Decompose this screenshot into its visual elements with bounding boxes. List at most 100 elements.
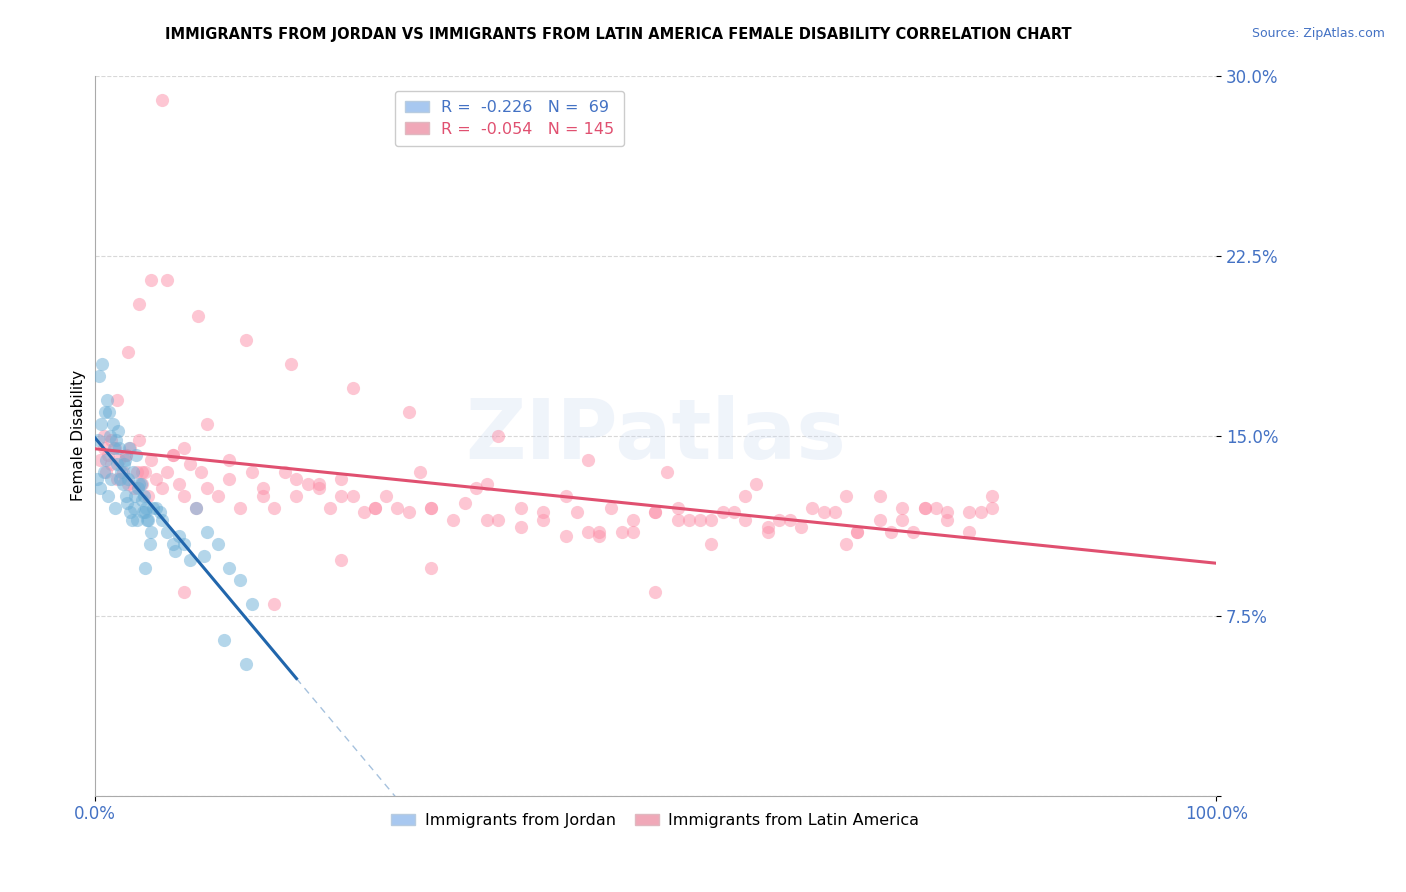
Point [297,476,319,491]
Point [813,506,835,520]
Point [150,482,173,496]
Point [969,506,991,520]
Point [925,500,948,515]
Point [139,272,162,286]
Point [128,476,150,491]
Point [398,506,420,520]
Point [891,513,914,527]
Point [98,428,121,442]
Point [509,500,531,515]
Point [195,417,218,431]
Point [734,489,756,503]
Point [666,513,689,527]
Point [108,441,131,455]
Y-axis label: Female Disability: Female Disability [72,370,86,501]
Point [330,489,353,503]
Point [127,465,149,479]
Point [235,657,257,671]
Point [621,513,644,527]
Point [486,428,509,442]
Point [980,500,1002,515]
Point [285,489,308,503]
Point [846,524,869,539]
Point [167,529,190,543]
Point [104,441,127,455]
Point [621,524,644,539]
Point [125,448,148,462]
Point [229,573,252,587]
Point [353,506,375,520]
Point [134,465,156,479]
Point [409,465,432,479]
Point [475,476,498,491]
Point [252,482,274,496]
Point [531,506,554,520]
Point [398,404,420,418]
Point [240,465,263,479]
Point [179,458,201,472]
Point [145,500,167,515]
Point [280,357,302,371]
Point [156,465,179,479]
Point [644,584,666,599]
Point [131,465,153,479]
Point [184,500,207,515]
Point [167,476,190,491]
Point [193,549,215,563]
Point [107,424,129,438]
Point [89,482,111,496]
Point [138,489,160,503]
Point [150,513,173,527]
Point [86,472,108,486]
Point [212,632,235,647]
Point [121,513,143,527]
Point [127,482,149,496]
Point [723,506,745,520]
Point [129,476,152,491]
Point [880,524,903,539]
Point [115,448,138,462]
Point [531,513,554,527]
Point [100,458,122,472]
Point [135,500,157,515]
Point [700,513,723,527]
Point [89,452,111,467]
Point [756,520,779,534]
Point [644,506,666,520]
Point [115,496,138,510]
Point [149,506,172,520]
Point [218,472,240,486]
Point [87,368,110,383]
Point [103,441,125,455]
Point [914,500,936,515]
Point [824,506,846,520]
Point [700,536,723,550]
Point [666,500,689,515]
Point [114,452,136,467]
Point [486,513,509,527]
Point [118,441,141,455]
Point [443,513,465,527]
Point [195,524,218,539]
Point [576,524,599,539]
Point [655,465,678,479]
Point [936,513,959,527]
Point [375,489,398,503]
Point [101,417,124,431]
Point [207,536,229,550]
Point [308,476,330,491]
Point [173,489,195,503]
Point [97,489,120,503]
Point [104,500,127,515]
Point [342,489,364,503]
Point [285,472,308,486]
Point [122,482,145,496]
Point [120,441,142,455]
Point [111,476,134,491]
Point [110,465,132,479]
Point [790,520,813,534]
Point [120,506,142,520]
Point [96,392,118,407]
Point [454,496,477,510]
Point [207,489,229,503]
